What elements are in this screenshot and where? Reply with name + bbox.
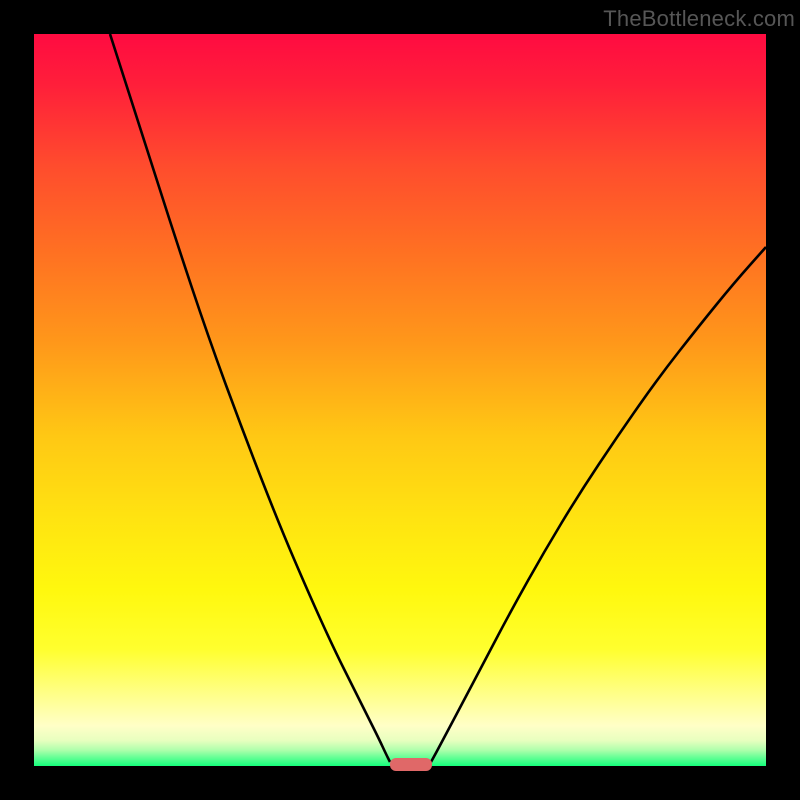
left-curve <box>110 34 390 762</box>
trough-marker <box>390 758 432 771</box>
plot-area <box>34 34 766 766</box>
watermark-text: TheBottleneck.com <box>603 6 795 32</box>
curve-layer <box>34 34 766 766</box>
right-curve <box>431 247 766 762</box>
chart-container: TheBottleneck.com <box>0 0 800 800</box>
